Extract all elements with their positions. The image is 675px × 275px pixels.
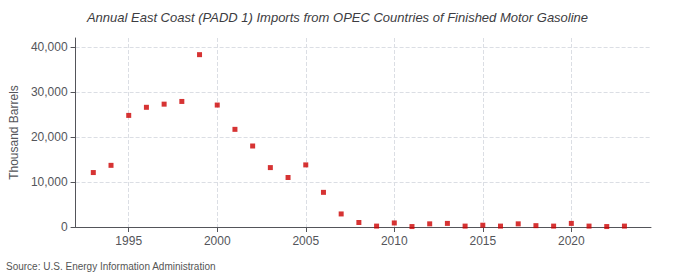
svg-text:1995: 1995 [115,234,142,248]
svg-text:2005: 2005 [292,234,319,248]
svg-text:30,000: 30,000 [31,85,68,99]
svg-text:10,000: 10,000 [31,175,68,189]
svg-text:0: 0 [61,220,68,234]
svg-text:Annual East Coast (PADD 1) Imp: Annual East Coast (PADD 1) Imports from … [86,10,588,25]
svg-text:2020: 2020 [558,234,585,248]
svg-text:Source: U.S. Energy Informatio: Source: U.S. Energy Information Administ… [6,261,216,272]
svg-text:20,000: 20,000 [31,130,68,144]
svg-text:2010: 2010 [381,234,408,248]
svg-text:2015: 2015 [469,234,496,248]
svg-text:2000: 2000 [204,234,231,248]
svg-text:Thousand Barrels: Thousand Barrels [7,85,21,180]
svg-text:40,000: 40,000 [31,40,68,54]
